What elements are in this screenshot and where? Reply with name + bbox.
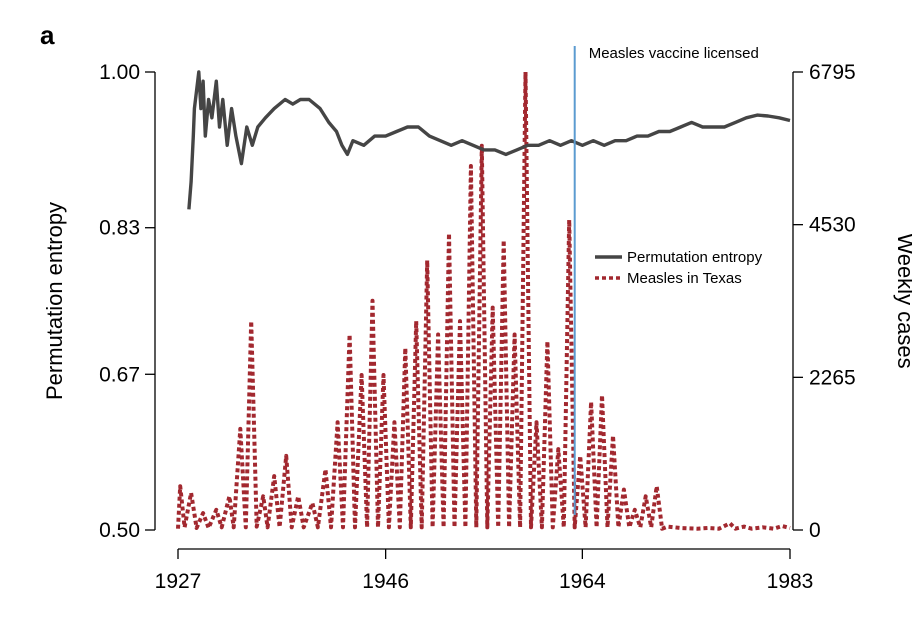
y-left-tick-label: 0.67	[99, 363, 140, 386]
y-right-tick-label: 2265	[809, 366, 856, 389]
panel-label: a	[40, 20, 55, 50]
legend-label-entropy: Permutation entropy	[627, 249, 763, 266]
x-tick-label: 1964	[559, 570, 606, 593]
x-tick-label: 1927	[155, 570, 202, 593]
x-tick-label: 1983	[767, 570, 814, 593]
y-right-axis-label: Weekly cases	[893, 233, 912, 368]
y-left-tick-label: 1.00	[99, 61, 140, 84]
legend: Permutation entropy Measles in Texas	[595, 249, 763, 287]
series-permutation-entropy	[187, 70, 791, 210]
y-right-tick-label: 6795	[809, 61, 856, 84]
y-left-axis-label: Permutation entropy	[42, 202, 67, 400]
y-right-tick-label: 0	[809, 519, 821, 542]
y-left-tick-label: 0.50	[99, 519, 140, 542]
series-measles-in-texas	[176, 70, 791, 531]
y-right-tick-label: 4530	[809, 214, 856, 237]
vaccine-annotation: Measles vaccine licensed	[589, 45, 759, 62]
legend-label-cases: Measles in Texas	[627, 270, 742, 287]
x-tick-label: 1946	[362, 570, 409, 593]
y-left-tick-label: 0.83	[99, 217, 140, 240]
